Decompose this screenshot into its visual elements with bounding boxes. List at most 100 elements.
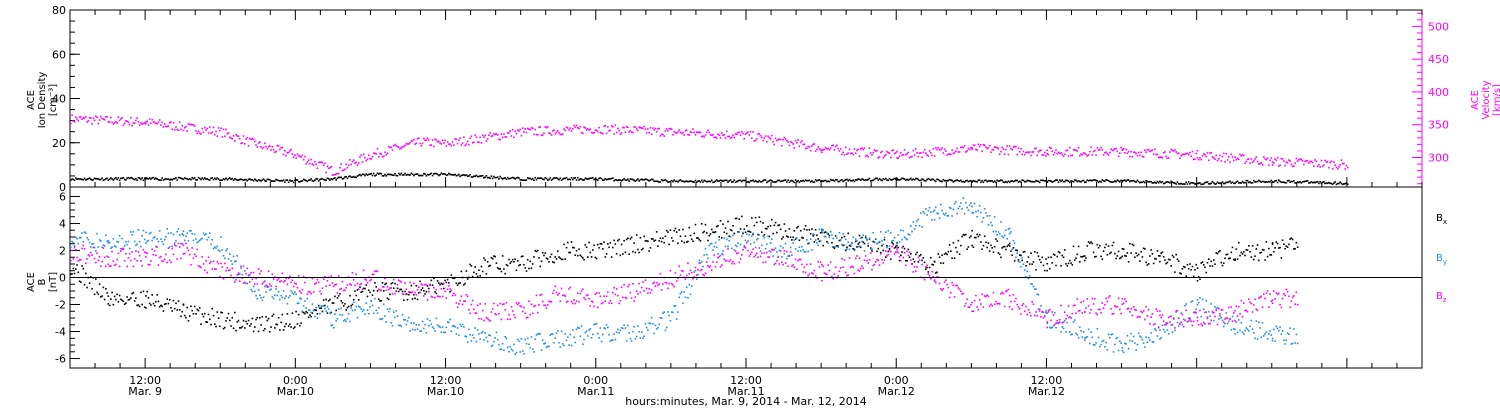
b-by-point: [233, 260, 236, 263]
b-by-point: [971, 205, 973, 208]
velocity-point: [956, 147, 958, 150]
b-by-point: [634, 338, 637, 340]
b-by-point: [1176, 321, 1179, 324]
density-point: [589, 177, 592, 180]
b-bz-point: [590, 300, 593, 303]
b-by-point: [1278, 329, 1280, 332]
velocity-point: [157, 121, 160, 123]
b-by-point: [260, 297, 262, 299]
velocity-point: [925, 152, 927, 154]
b-by-point: [799, 250, 802, 252]
top-right-tick-label: 400: [1428, 86, 1449, 99]
b-by-point: [401, 314, 404, 316]
density-point: [946, 180, 948, 182]
density-point: [1324, 182, 1326, 185]
velocity-point: [1008, 145, 1011, 147]
b-bx-point: [226, 317, 229, 319]
velocity-point: [560, 133, 563, 136]
velocity-point: [111, 121, 113, 124]
density-point: [1062, 180, 1065, 183]
b-bz-point: [198, 265, 201, 268]
velocity-point: [101, 117, 103, 120]
b-by-point: [366, 309, 369, 312]
velocity-point: [848, 148, 851, 151]
density-point: [1227, 181, 1230, 183]
b-bx-point: [856, 246, 858, 248]
b-by-point: [752, 232, 754, 235]
b-bx-point: [1115, 257, 1117, 260]
density-point: [1000, 179, 1002, 181]
density-point: [906, 178, 908, 181]
b-bx-point: [460, 270, 463, 273]
b-by-point: [952, 208, 955, 211]
b-bx-point: [953, 257, 956, 259]
b-bx-point: [324, 304, 326, 307]
density-point: [627, 178, 629, 181]
b-bz-point: [451, 294, 454, 297]
b-by-point: [76, 237, 78, 240]
b-bz-point: [687, 262, 689, 265]
density-point: [125, 179, 127, 181]
b-bx-point: [1199, 278, 1201, 281]
b-by-point: [1002, 236, 1005, 239]
velocity-point: [1102, 154, 1105, 156]
density-point: [1209, 183, 1211, 185]
b-bx-point: [1147, 263, 1150, 265]
b-by-point: [1072, 321, 1075, 323]
velocity-point: [1177, 152, 1180, 154]
b-by-point: [471, 334, 474, 336]
velocity-point: [1078, 154, 1081, 157]
density-point: [1343, 183, 1345, 185]
density-point: [669, 180, 672, 183]
b-bz-point: [523, 306, 525, 309]
b-by-point: [1018, 261, 1021, 263]
b-bz-point: [798, 258, 801, 261]
b-bz-point: [481, 309, 484, 312]
b-bx-point: [687, 240, 689, 243]
b-bz-point: [279, 280, 281, 283]
b-bx-point: [889, 258, 892, 260]
b-bz-point: [648, 288, 650, 290]
density-point: [287, 181, 290, 184]
density-point: [1100, 181, 1102, 183]
b-by-point: [876, 242, 878, 245]
b-bx-point: [1055, 264, 1057, 267]
b-by-point: [377, 306, 380, 309]
b-by-point: [712, 249, 714, 251]
density-point: [297, 180, 300, 183]
b-bx-point: [1212, 259, 1215, 261]
density-point: [433, 173, 435, 175]
b-bx-point: [843, 235, 846, 238]
time-tick-label-hm: 12:00: [1031, 374, 1063, 387]
density-point: [240, 178, 242, 181]
b-bz-point: [538, 304, 540, 306]
velocity-point: [1278, 165, 1280, 167]
b-by-point: [1275, 325, 1278, 328]
b-by-point: [519, 351, 522, 353]
b-bz-point: [506, 318, 509, 321]
b-by-point: [769, 242, 772, 244]
b-bx-point: [664, 235, 667, 238]
density-point: [1304, 180, 1306, 183]
b-by-point: [521, 350, 524, 352]
b-by-point: [826, 231, 828, 234]
density-point: [152, 176, 155, 179]
b-bx-point: [1245, 248, 1248, 251]
density-point: [828, 180, 831, 183]
velocity-point: [520, 134, 523, 137]
b-bz-point: [704, 272, 707, 275]
density-point: [246, 179, 249, 182]
density-point: [499, 175, 501, 178]
velocity-point: [1343, 162, 1345, 165]
b-bx-point: [982, 244, 985, 247]
b-bx-point: [1177, 260, 1180, 262]
velocity-point: [635, 128, 638, 130]
b-bx-point: [1210, 260, 1213, 263]
b-bz-point: [197, 265, 200, 267]
b-bz-point: [419, 291, 421, 294]
velocity-point: [1058, 152, 1061, 155]
b-bx-point: [881, 244, 883, 247]
velocity-point: [1124, 151, 1126, 154]
density-point: [541, 178, 544, 180]
density-point: [302, 178, 305, 181]
